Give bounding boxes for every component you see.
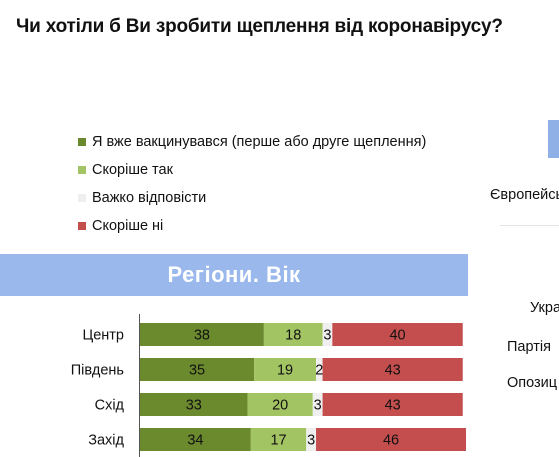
right-panel-banner [548, 120, 559, 158]
bar-segment [140, 393, 248, 416]
right-panel-label-4: Опозиц [507, 375, 558, 391]
data-label: 38 [194, 328, 210, 344]
data-label: 46 [383, 433, 399, 449]
page-title: Чи хотіли б Ви зробити щеплення від коро… [16, 16, 503, 37]
legend-label: Скоріше ні [92, 218, 164, 234]
legend-swatch [78, 222, 86, 230]
legend-item: Я вже вакцинувався (перше або друге щепл… [78, 132, 426, 152]
bar-segment [306, 428, 317, 451]
data-label: 3 [323, 328, 331, 344]
bar-segment [140, 428, 251, 451]
bar-segment [332, 323, 463, 346]
data-label: 18 [285, 328, 301, 344]
data-label: 34 [187, 433, 203, 449]
data-label: 43 [385, 398, 401, 414]
section-title: Регіони. Вік [167, 262, 301, 287]
legend-swatch [78, 166, 86, 174]
data-label: 3 [307, 433, 315, 449]
bar-segment [316, 428, 466, 451]
legend-label: Скоріше так [92, 162, 173, 178]
bar-segment [140, 358, 255, 381]
bar-segment [322, 323, 333, 346]
legend-label: Важко відповісти [92, 190, 207, 206]
data-label: 43 [385, 363, 401, 379]
right-panel-divider [500, 225, 559, 226]
legend-swatch [78, 138, 86, 146]
section-banner: Регіони. Вік [0, 254, 468, 296]
bar-segment [254, 358, 317, 381]
bar-segment [316, 358, 323, 381]
data-label: 33 [186, 398, 202, 414]
data-label: 17 [270, 433, 286, 449]
data-label: 19 [277, 363, 293, 379]
bar-segment [140, 323, 264, 346]
data-label: 2 [315, 363, 323, 379]
bar-segment [247, 393, 313, 416]
legend-item: Скоріше ні [78, 216, 163, 236]
right-panel-label-1: Європейсь [490, 187, 559, 203]
data-label: 3 [314, 398, 322, 414]
data-label: 20 [272, 398, 288, 414]
bar-segment [322, 393, 463, 416]
legend-item: Скоріше так [78, 160, 173, 180]
right-panel-label-3: Партія [507, 339, 551, 355]
category-label: Південь [71, 363, 124, 379]
category-label: Центр [82, 328, 124, 344]
category-label: Захід [88, 433, 124, 449]
right-panel-label-2: Укра [530, 300, 559, 316]
bar-segment [312, 393, 323, 416]
legend-item: Важко відповісти [78, 188, 206, 208]
legend-label: Я вже вакцинувався (перше або друге щепл… [92, 134, 427, 150]
bar-segment [263, 323, 323, 346]
bar-segment [250, 428, 307, 451]
data-label: 40 [389, 328, 405, 344]
data-label: 35 [189, 363, 205, 379]
legend-swatch [78, 194, 86, 202]
category-label: Схід [95, 398, 125, 414]
bar-segment [322, 358, 463, 381]
